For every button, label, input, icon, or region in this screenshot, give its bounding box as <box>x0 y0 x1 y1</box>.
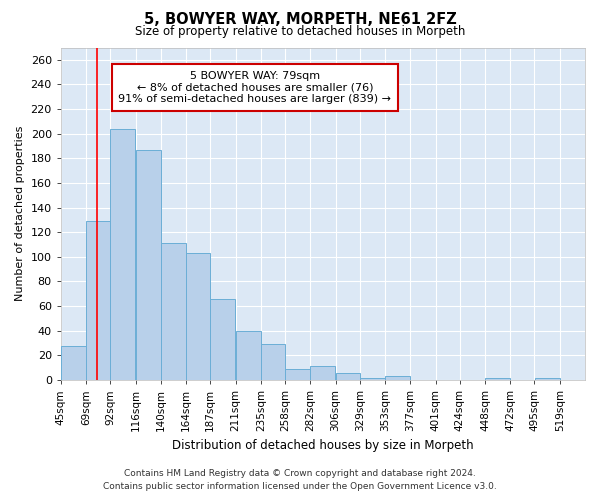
Bar <box>86 221 110 380</box>
Text: 5 BOWYER WAY: 79sqm
← 8% of detached houses are smaller (76)
91% of semi-detache: 5 BOWYER WAY: 79sqm ← 8% of detached hou… <box>118 71 391 104</box>
Bar <box>285 369 310 380</box>
Y-axis label: Number of detached properties: Number of detached properties <box>15 126 25 302</box>
Bar <box>360 378 385 380</box>
Bar <box>236 331 260 380</box>
Bar <box>161 244 186 380</box>
Bar <box>186 253 210 380</box>
Bar <box>136 150 161 380</box>
Bar <box>310 366 335 380</box>
Bar <box>385 376 410 380</box>
Bar <box>535 378 560 380</box>
Bar <box>110 129 136 380</box>
Text: Contains HM Land Registry data © Crown copyright and database right 2024.
Contai: Contains HM Land Registry data © Crown c… <box>103 469 497 491</box>
Text: Size of property relative to detached houses in Morpeth: Size of property relative to detached ho… <box>135 25 465 38</box>
Bar <box>485 378 510 380</box>
X-axis label: Distribution of detached houses by size in Morpeth: Distribution of detached houses by size … <box>172 440 474 452</box>
Bar <box>336 372 359 380</box>
Text: 5, BOWYER WAY, MORPETH, NE61 2FZ: 5, BOWYER WAY, MORPETH, NE61 2FZ <box>143 12 457 28</box>
Bar <box>211 298 235 380</box>
Bar <box>261 344 285 380</box>
Bar <box>61 346 86 380</box>
